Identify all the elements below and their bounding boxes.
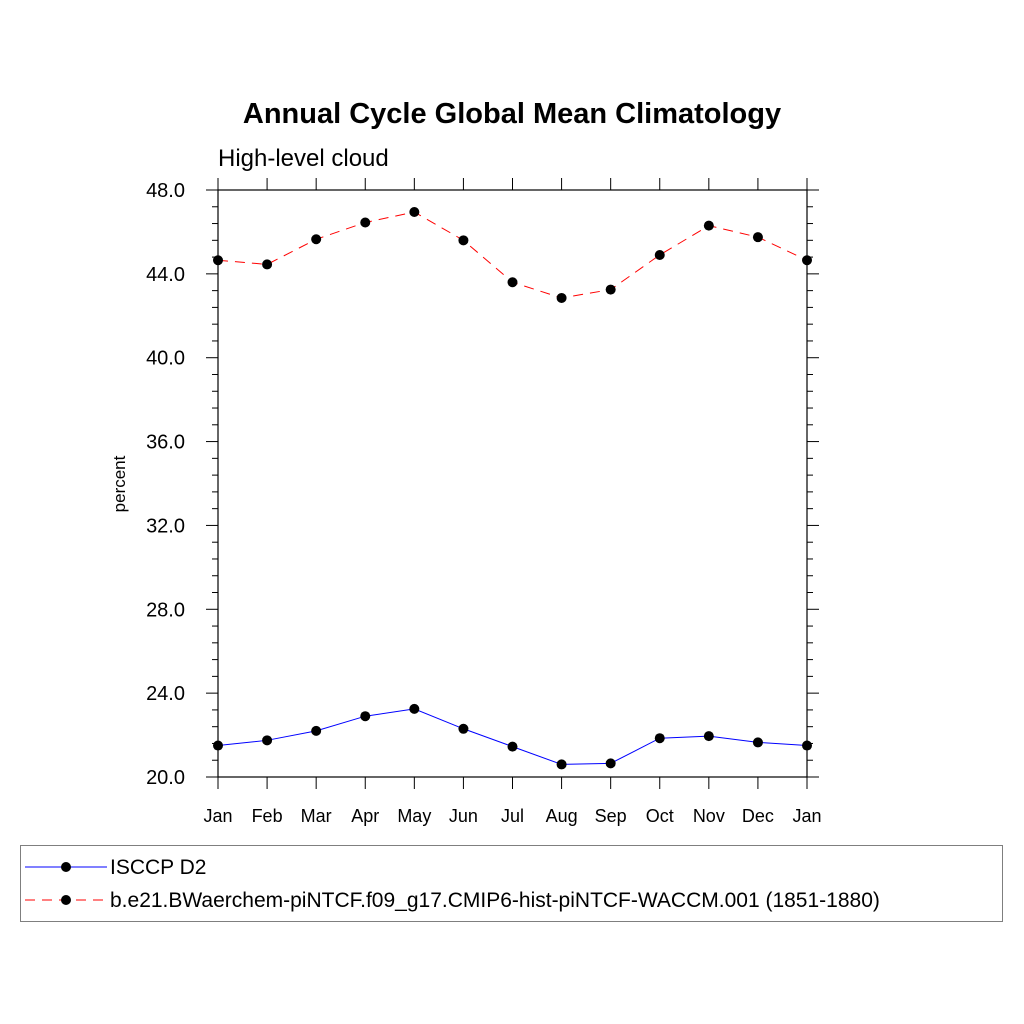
x-tick-label: Jan <box>792 806 821 826</box>
x-tick-label: Apr <box>351 806 379 826</box>
series-1-point <box>752 232 763 243</box>
x-tick-label: Feb <box>252 806 283 826</box>
series-1-point <box>703 220 714 231</box>
series-0-point <box>802 740 812 751</box>
series-0-point <box>262 735 273 746</box>
y-tick-label: 40.0 <box>146 348 185 370</box>
series-1-point <box>262 259 273 270</box>
series-1-point <box>311 234 322 245</box>
x-tick-label: Nov <box>693 806 725 826</box>
legend-item-isccp: ISCCP D2 <box>21 854 1001 884</box>
y-tick-label: 48.0 <box>146 180 185 202</box>
legend-label-model: b.e21.BWaerchem-piNTCF.f09_g17.CMIP6-his… <box>110 889 880 912</box>
series-1-point <box>605 284 616 295</box>
series-1-point <box>213 255 223 266</box>
series-1-point <box>654 249 665 260</box>
series-0-point <box>409 703 420 714</box>
series-0-point <box>752 737 763 748</box>
legend-swatch-isccp <box>25 862 107 872</box>
x-tick-label: Sep <box>595 806 627 826</box>
series-line-0 <box>217 708 808 765</box>
series-0-point <box>213 740 223 751</box>
x-tick-label: Aug <box>546 806 578 826</box>
x-tick-labels: Jan Feb Mar Apr May Jun Jul Aug Sep Oct Nov Dec Jan <box>203 806 821 826</box>
series-0-point <box>507 741 518 752</box>
y-tick-label: 24.0 <box>146 683 185 705</box>
series-1-point <box>409 207 420 218</box>
y-tick-label: 36.0 <box>146 432 185 454</box>
series-0-point <box>458 723 469 734</box>
x-tick-label: Mar <box>301 806 332 826</box>
x-tick-label: Jun <box>449 806 478 826</box>
y-tick-label: 44.0 <box>146 264 185 286</box>
x-tick-label: May <box>397 806 431 826</box>
series-1-point <box>802 255 812 266</box>
legend-swatch-model <box>25 895 107 905</box>
x-tick-label: Oct <box>646 806 674 826</box>
series-1-point <box>360 217 371 228</box>
axis-ticks <box>206 178 819 789</box>
series-0-point <box>360 711 371 722</box>
series-0-point <box>703 731 714 742</box>
y-tick-label: 32.0 <box>146 515 185 537</box>
series-layer <box>213 207 812 770</box>
y-axis-label: percent <box>110 455 129 512</box>
series-1-point <box>556 292 567 303</box>
legend-label-isccp: ISCCP D2 <box>110 856 207 879</box>
series-1-point <box>507 277 518 288</box>
y-tick-label: 20.0 <box>146 767 185 789</box>
x-tick-label: Dec <box>742 806 774 826</box>
series-0-point <box>311 725 322 736</box>
y-tick-labels: 20.0 24.0 28.0 32.0 36.0 40.0 44.0 48.0 <box>146 180 185 789</box>
series-0-point <box>605 758 616 769</box>
legend-item-model: b.e21.BWaerchem-piNTCF.f09_g17.CMIP6-his… <box>21 887 1001 917</box>
series-1-point <box>458 235 469 246</box>
y-tick-label: 28.0 <box>146 599 185 621</box>
x-tick-label: Jan <box>203 806 232 826</box>
chart-subtitle: High-level cloud <box>218 145 389 172</box>
legend: ISCCP D2 b.e21.BWaerchem-piNTCF.f09_g17.… <box>20 845 1003 922</box>
series-0-point <box>556 759 567 770</box>
series-0-point <box>654 733 665 744</box>
chart-title: Annual Cycle Global Mean Climatology <box>243 98 781 130</box>
x-tick-label: Jul <box>501 806 524 826</box>
